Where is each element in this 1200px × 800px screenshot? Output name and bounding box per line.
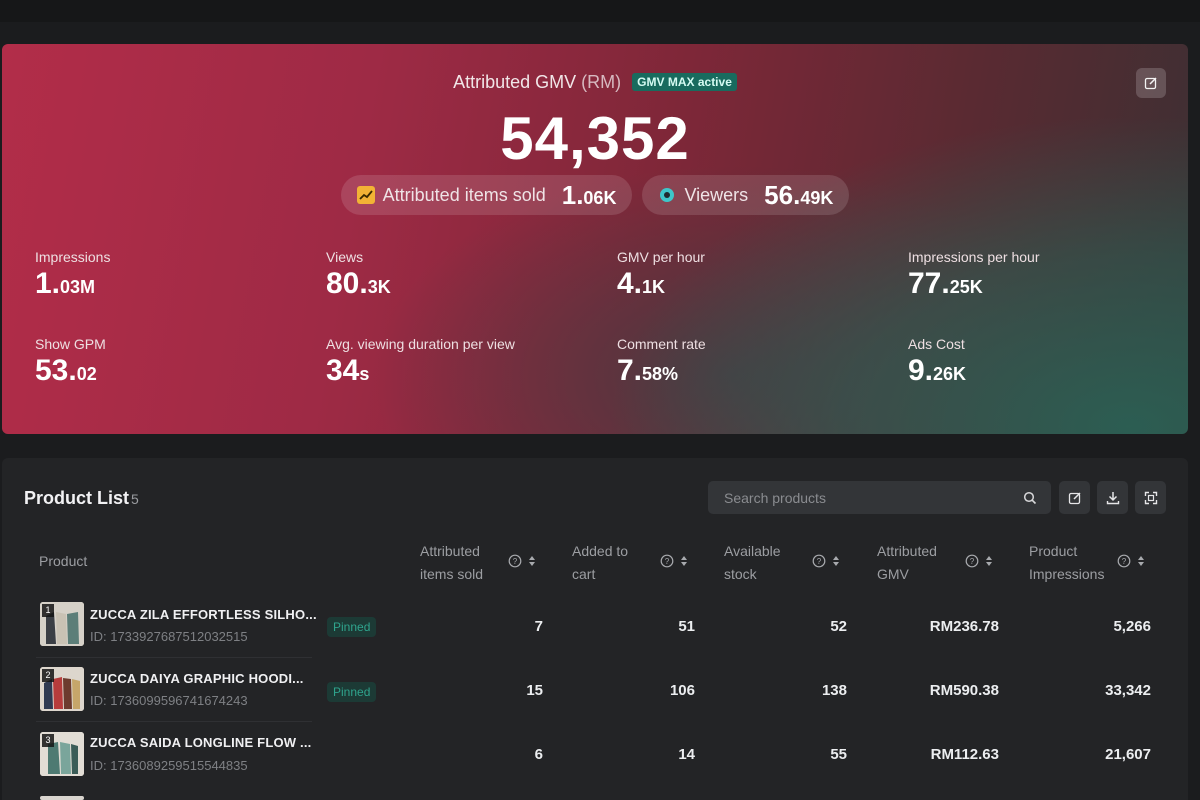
help-icon[interactable]: ? — [965, 554, 979, 568]
sort-icon[interactable] — [680, 555, 688, 567]
cell-product-impressions: 5,266 — [1113, 618, 1151, 635]
product-name[interactable]: ZUCCA SAIDA LONGLINE FLOW ... — [90, 735, 312, 750]
help-icon[interactable]: ? — [508, 554, 522, 568]
product-name[interactable]: ZUCCA ZILA EFFORTLESS SILHO... — [90, 607, 317, 622]
gmv-value: 54,352 — [500, 105, 690, 172]
sort-icon[interactable] — [832, 555, 840, 567]
download-icon — [1106, 491, 1119, 504]
cell-product-impressions: 33,342 — [1105, 682, 1151, 699]
fullscreen-button[interactable] — [1135, 481, 1166, 514]
col-header-available-stock[interactable]: Available stock ? — [724, 540, 864, 586]
svg-text:?: ? — [817, 557, 822, 566]
cell-added-to-cart: 51 — [678, 618, 695, 635]
cell-items-sold: 7 — [534, 618, 543, 635]
col-header-product[interactable]: Product — [39, 553, 88, 569]
items-sold-label: Attributed items sold — [382, 184, 546, 205]
cell-available-stock: 55 — [830, 746, 847, 763]
sort-icon[interactable] — [985, 555, 993, 567]
col-header-items-sold[interactable]: Attributed items sold ? — [420, 540, 560, 586]
svg-text:?: ? — [665, 557, 670, 566]
trend-up-icon — [356, 186, 375, 204]
product-count: 5 — [131, 491, 139, 507]
product-id: ID: 1736099596741674243 — [90, 693, 248, 708]
row-divider — [36, 721, 312, 722]
items-sold-pill: Attributed items sold 1.06K — [340, 175, 633, 215]
edit-icon — [1068, 491, 1081, 504]
help-icon[interactable]: ? — [660, 554, 674, 568]
cell-available-stock: 138 — [821, 682, 847, 699]
gmv-max-badge: GMV MAX active — [632, 73, 737, 91]
viewers-label: Viewers — [684, 184, 749, 205]
table-row[interactable]: 3 ZUCCA SAIDA LONGLINE FLOW ... ID: 1736… — [2, 722, 1188, 786]
metric-gmv-per-hour: GMV per hour 4.1K — [617, 249, 705, 300]
svg-text:?: ? — [513, 557, 518, 566]
edit-icon — [1144, 77, 1157, 90]
table-row[interactable]: 2 ZUCCA DAIYA GRAPHIC HOODI... ID: 17360… — [2, 658, 1188, 722]
product-list-title: Product List 5 — [24, 488, 139, 508]
cell-available-stock: 52 — [830, 618, 847, 635]
svg-text:?: ? — [970, 557, 975, 566]
edit-hero-button[interactable] — [1136, 68, 1166, 98]
viewers-pill: Viewers 56.49K — [642, 175, 850, 215]
col-header-product-impressions[interactable]: Product Impressions ? — [1029, 540, 1169, 586]
viewers-value: 56.49K — [764, 179, 834, 210]
fullscreen-icon — [1144, 491, 1157, 504]
metric-impressions: Impressions 1.03M — [35, 249, 111, 300]
metric-avg-viewing-duration: Avg. viewing duration per view 34s — [326, 336, 515, 387]
edit-columns-button[interactable] — [1059, 481, 1090, 514]
help-icon[interactable]: ? — [1117, 554, 1131, 568]
hero-pills: Attributed items sold 1.06K Viewers 56.4… — [2, 175, 1188, 215]
gmv-hero-card: Attributed GMV (RM) GMV MAX active 54,35… — [2, 44, 1188, 434]
product-id: ID: 1733927687512032515 — [90, 629, 248, 644]
hero-title: Attributed GMV (RM) GMV MAX active — [2, 72, 1188, 93]
cell-attributed-gmv: RM590.38 — [929, 682, 999, 699]
cell-product-impressions: 21,607 — [1105, 746, 1151, 763]
cell-added-to-cart: 14 — [678, 746, 695, 763]
product-thumbnail[interactable]: 2 — [40, 667, 84, 711]
eye-icon — [658, 186, 676, 204]
sort-icon[interactable] — [1137, 555, 1145, 567]
metric-views: Views 80.3K — [326, 249, 391, 300]
cell-attributed-gmv: RM112.63 — [930, 746, 999, 763]
product-id: ID: 1736089259515544835 — [90, 758, 248, 773]
metric-ads-cost: Ads Cost 9.26K — [908, 336, 967, 387]
product-name[interactable]: ZUCCA DAIYA GRAPHIC HOODI... — [90, 671, 304, 686]
items-sold-value: 1.06K — [561, 179, 617, 210]
hero-title-text: Attributed GMV — [453, 72, 577, 92]
sort-icon[interactable] — [528, 555, 536, 567]
svg-text:?: ? — [1122, 557, 1127, 566]
table-row[interactable]: 1 ZUCCA ZILA EFFORTLESS SILHO... ID: 173… — [2, 594, 1188, 658]
hero-title-unit: (RM) — [581, 72, 622, 92]
metric-impressions-per-hour: Impressions per hour 77.25K — [908, 249, 1040, 300]
help-icon[interactable]: ? — [812, 554, 826, 568]
metric-comment-rate: Comment rate 7.58% — [617, 336, 706, 387]
row-divider — [36, 657, 312, 658]
search-icon[interactable] — [1023, 491, 1037, 505]
search-input[interactable] — [724, 489, 1004, 506]
col-header-added-to-cart[interactable]: Added to cart ? — [572, 540, 712, 586]
cell-added-to-cart: 106 — [669, 682, 695, 699]
pinned-badge: Pinned — [327, 682, 377, 702]
download-button[interactable] — [1097, 481, 1128, 514]
product-thumbnail[interactable]: 3 — [40, 732, 84, 776]
cell-attributed-gmv: RM236.78 — [929, 618, 999, 635]
cell-items-sold: 6 — [534, 746, 543, 763]
pinned-badge: Pinned — [327, 617, 377, 637]
product-thumbnail[interactable]: 1 — [40, 602, 84, 646]
search-box[interactable] — [708, 481, 1051, 514]
metric-show-gpm: Show GPM 53.02 — [35, 336, 106, 387]
top-bar — [0, 0, 1200, 22]
cell-items-sold: 15 — [526, 682, 543, 699]
product-thumbnail[interactable] — [40, 796, 84, 800]
col-header-attributed-gmv[interactable]: Attributed GMV ? — [877, 540, 1017, 586]
